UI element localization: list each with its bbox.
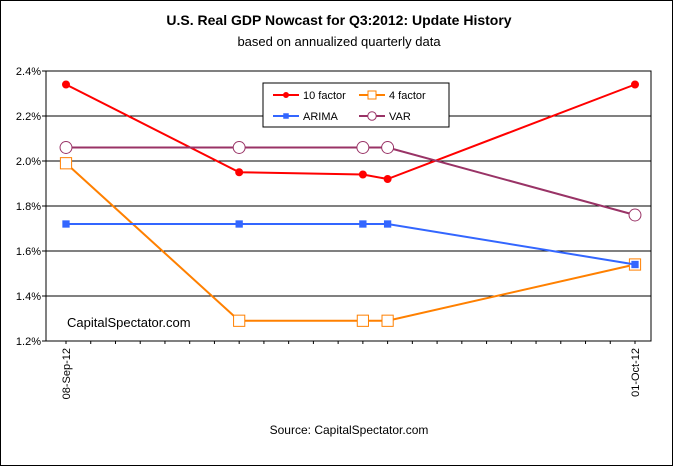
y-tick-label: 2.2% xyxy=(16,111,41,123)
data-point-4-factor xyxy=(233,314,246,327)
legend-label-10-factor: 10 factor xyxy=(303,90,346,102)
data-point-10-factor xyxy=(62,80,70,89)
watermark: CapitalSpectator.com xyxy=(67,315,191,330)
legend-marker-4-factor xyxy=(367,90,377,100)
legend: 10 factor 4 factor ARIMA VAR xyxy=(262,82,450,128)
data-point-arima xyxy=(631,260,639,269)
y-tick-label: 1.6% xyxy=(16,246,41,258)
y-tick-label: 2.4% xyxy=(16,66,41,78)
data-point-4-factor xyxy=(381,314,394,327)
data-point-arima xyxy=(383,220,392,228)
legend-label-4-factor: 4 factor xyxy=(389,90,426,102)
legend-label-arima: ARIMA xyxy=(303,111,339,123)
x-tick-label-start: 08-Sep-12 xyxy=(61,348,73,399)
data-point-arima xyxy=(235,220,243,228)
data-point-10-factor xyxy=(383,175,392,183)
data-point-arima xyxy=(62,220,70,228)
chart-title: U.S. Real GDP Nowcast for Q3:2012: Updat… xyxy=(166,12,511,28)
x-tick-marks xyxy=(65,341,636,344)
legend-marker-arima xyxy=(283,113,289,119)
legend-marker-10-factor xyxy=(283,92,289,98)
data-point-4-factor xyxy=(59,157,73,170)
legend-box xyxy=(262,82,450,128)
source-note: Source: CapitalSpectator.com xyxy=(270,423,429,437)
series-group xyxy=(59,80,642,327)
data-point-10-factor xyxy=(235,168,244,177)
x-tick-label-end: 01-Oct-12 xyxy=(630,348,642,397)
chart-subtitle: based on annualized quarterly data xyxy=(237,34,441,49)
y-tick-label: 2.0% xyxy=(16,156,41,168)
data-point-var xyxy=(381,141,395,154)
data-point-10-factor xyxy=(358,170,367,179)
legend-marker-var xyxy=(367,111,377,121)
data-point-var xyxy=(232,141,246,154)
y-tick-label: 1.2% xyxy=(16,336,41,348)
data-point-var xyxy=(59,141,73,154)
data-point-4-factor xyxy=(356,314,369,327)
data-point-10-factor xyxy=(631,80,639,89)
y-tick-labels: 1.2% 1.4% 1.6% 1.8% 2.0% 2.2% 2.4% xyxy=(16,66,41,348)
y-tick-label: 1.8% xyxy=(16,201,41,213)
legend-label-var: VAR xyxy=(389,111,411,123)
data-point-var xyxy=(628,208,642,222)
data-point-arima xyxy=(359,220,367,228)
data-point-var xyxy=(356,141,370,154)
y-tick-label: 1.4% xyxy=(16,291,41,303)
